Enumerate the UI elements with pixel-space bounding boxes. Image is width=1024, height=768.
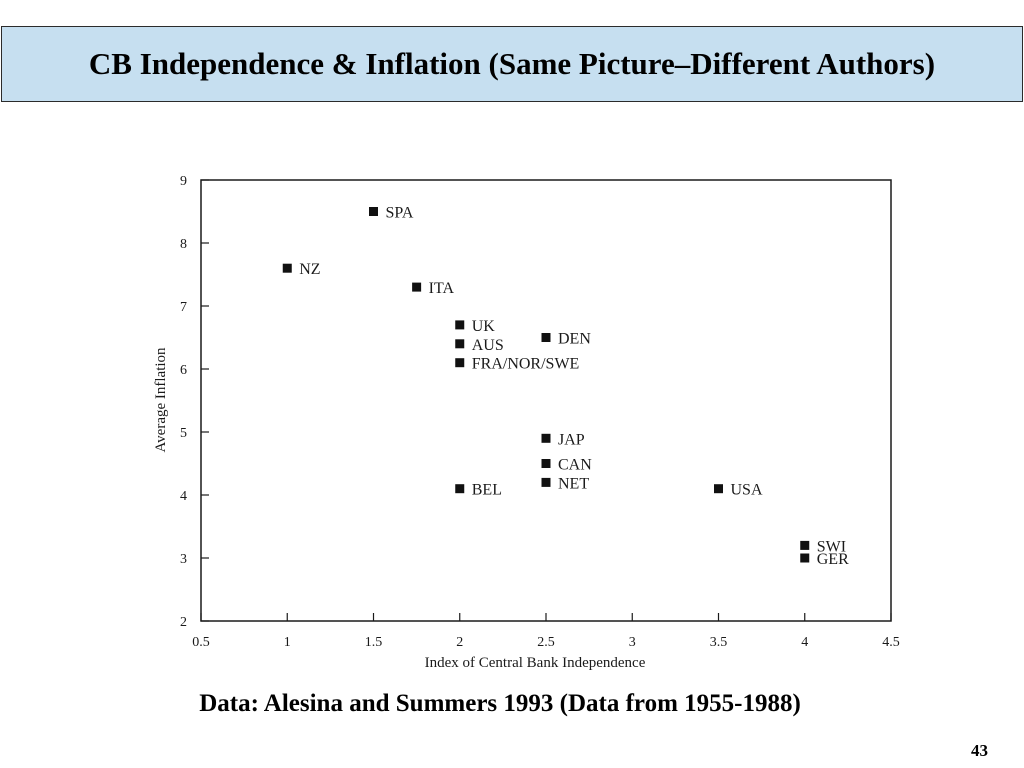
data-point-marker [455,484,465,494]
page-number: 43 [971,741,988,760]
data-point-label: ITA [429,280,455,297]
x-tick-label: 3 [629,635,636,650]
data-point-label: GER [817,551,849,568]
x-tick-label: 4.5 [882,635,900,650]
slide-title: CB Independence & Inflation (Same Pictur… [88,46,936,81]
data-point-marker [455,358,465,368]
data-point-label: NET [558,475,589,492]
data-point-marker [282,263,292,273]
slide-caption: Data: Alesina and Summers 1993 (Data fro… [199,690,801,717]
y-tick-label: 6 [180,363,187,378]
data-point-label: SWI [817,538,846,555]
x-tick-label: 2.5 [537,635,555,650]
x-tick-label: 1 [284,635,291,650]
data-point-marker [541,333,551,342]
data-point-marker [455,339,465,349]
plot-frame [200,179,892,622]
y-tick-label: 3 [180,552,187,567]
data-point-marker [369,207,378,216]
x-axis: 0.5 1 1.5 2 2.5 3 3.5 4 4.5 [192,613,900,650]
data-point-label: SPA [386,205,414,222]
y-axis-label: Average Inflation [153,347,169,453]
data-point-label: UK [472,318,496,335]
y-tick-label: 5 [180,426,187,441]
x-axis-label: Index of Central Bank Independence [425,655,646,671]
x-tick-label: 2 [456,635,463,650]
x-tick-label: 0.5 [192,635,210,650]
data-point-marker [714,484,723,494]
y-tick-label: 9 [180,174,187,189]
slide-title-banner: CB Independence & Inflation (Same Pictur… [1,26,1023,102]
data-point-marker [800,540,810,550]
data-point-label: AUS [472,337,504,354]
data-point-label: NZ [299,261,320,278]
data-point-label: JAP [558,431,585,448]
data-point-marker [412,282,422,292]
y-tick-label: 4 [180,489,187,504]
y-tick-label: 8 [180,237,187,252]
x-tick-label: 1.5 [365,635,383,650]
data-point-marker [800,553,810,563]
x-tick-label: 4 [801,635,808,650]
data-point-marker [541,459,551,468]
data-point-label: CAN [558,457,592,474]
data-point-marker [455,320,465,330]
data-point-label: DEN [558,331,591,348]
data-point-label: BEL [472,482,502,499]
x-tick-label: 3.5 [710,635,728,650]
data-point-label: FRA/NOR/SWE [472,356,580,373]
y-axis: 2 3 4 5 6 7 8 9 [180,174,209,630]
data-point-label: USA [731,482,763,499]
y-tick-label: 2 [180,615,187,630]
data-point-marker [541,433,551,443]
data-point-marker [541,477,551,487]
y-tick-label: 7 [180,300,187,315]
